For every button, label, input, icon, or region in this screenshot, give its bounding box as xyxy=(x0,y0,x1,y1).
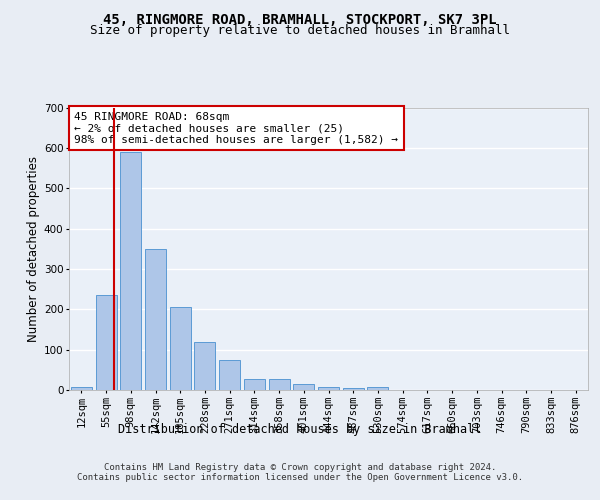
Bar xyxy=(318,387,339,390)
Text: Contains HM Land Registry data © Crown copyright and database right 2024.
Contai: Contains HM Land Registry data © Crown c… xyxy=(77,462,523,482)
Bar xyxy=(120,152,141,390)
Text: Size of property relative to detached houses in Bramhall: Size of property relative to detached ho… xyxy=(90,24,510,37)
Bar xyxy=(194,342,215,390)
Bar xyxy=(170,308,191,390)
Bar xyxy=(244,379,265,390)
Text: Distribution of detached houses by size in Bramhall: Distribution of detached houses by size … xyxy=(118,422,482,436)
Text: 45, RINGMORE ROAD, BRAMHALL, STOCKPORT, SK7 3PL: 45, RINGMORE ROAD, BRAMHALL, STOCKPORT, … xyxy=(103,12,497,26)
Bar xyxy=(293,384,314,390)
Y-axis label: Number of detached properties: Number of detached properties xyxy=(26,156,40,342)
Bar xyxy=(95,295,116,390)
Bar xyxy=(145,249,166,390)
Bar xyxy=(71,387,92,390)
Bar xyxy=(219,360,240,390)
Bar xyxy=(269,379,290,390)
Bar xyxy=(343,388,364,390)
Text: 45 RINGMORE ROAD: 68sqm
← 2% of detached houses are smaller (25)
98% of semi-det: 45 RINGMORE ROAD: 68sqm ← 2% of detached… xyxy=(74,112,398,145)
Bar xyxy=(367,387,388,390)
